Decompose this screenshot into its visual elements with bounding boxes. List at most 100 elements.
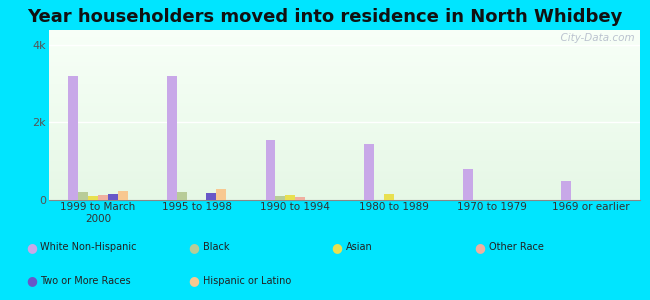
Bar bbox=[49, 50, 640, 52]
Text: ●: ● bbox=[188, 241, 200, 254]
Bar bbox=[49, 84, 640, 86]
Bar bbox=[49, 35, 640, 37]
Bar bbox=[49, 186, 640, 188]
Bar bbox=[49, 162, 640, 164]
Bar bbox=[49, 148, 640, 150]
Bar bbox=[49, 89, 640, 91]
Bar bbox=[49, 152, 640, 154]
Bar bbox=[49, 145, 640, 147]
Bar bbox=[285, 195, 295, 200]
Bar bbox=[49, 134, 640, 135]
Bar bbox=[364, 144, 374, 200]
Bar bbox=[463, 169, 473, 200]
Bar bbox=[49, 86, 640, 88]
Bar bbox=[49, 66, 640, 67]
Bar bbox=[49, 142, 640, 144]
Bar bbox=[49, 81, 640, 82]
Text: Hispanic or Latino: Hispanic or Latino bbox=[203, 275, 291, 286]
Bar bbox=[49, 125, 640, 127]
Bar bbox=[49, 52, 640, 54]
Bar bbox=[49, 184, 640, 186]
Bar bbox=[49, 47, 640, 49]
Bar bbox=[49, 135, 640, 137]
Bar bbox=[49, 56, 640, 57]
Bar bbox=[49, 155, 640, 157]
Text: Other Race: Other Race bbox=[489, 242, 543, 253]
Bar bbox=[49, 54, 640, 56]
Bar bbox=[49, 196, 640, 198]
Bar bbox=[49, 150, 640, 152]
Bar bbox=[49, 167, 640, 169]
Bar bbox=[49, 62, 640, 64]
Text: ●: ● bbox=[26, 274, 37, 287]
Bar bbox=[49, 108, 640, 110]
Bar bbox=[49, 194, 640, 196]
Bar bbox=[49, 32, 640, 33]
Bar bbox=[49, 147, 640, 148]
Bar bbox=[88, 196, 98, 200]
Bar bbox=[384, 194, 394, 200]
Bar bbox=[207, 193, 216, 200]
Bar bbox=[49, 174, 640, 176]
Bar bbox=[49, 82, 640, 84]
Bar bbox=[49, 182, 640, 184]
Text: Black: Black bbox=[203, 242, 229, 253]
Bar bbox=[216, 189, 226, 200]
Bar bbox=[49, 166, 640, 167]
Bar bbox=[49, 178, 640, 179]
Bar bbox=[276, 196, 285, 200]
Bar bbox=[49, 157, 640, 159]
Bar bbox=[49, 100, 640, 101]
Bar bbox=[68, 76, 79, 200]
Bar bbox=[562, 181, 571, 200]
Bar bbox=[49, 61, 640, 62]
Bar bbox=[49, 49, 640, 50]
Bar bbox=[49, 74, 640, 76]
Bar bbox=[49, 130, 640, 132]
Text: City-Data.com: City-Data.com bbox=[554, 33, 634, 43]
Bar bbox=[49, 159, 640, 161]
Bar bbox=[49, 33, 640, 35]
Bar bbox=[49, 193, 640, 194]
Bar bbox=[49, 189, 640, 191]
Bar bbox=[49, 67, 640, 69]
Bar bbox=[49, 128, 640, 130]
Bar bbox=[49, 181, 640, 182]
Bar bbox=[49, 154, 640, 155]
Bar bbox=[49, 171, 640, 172]
Bar bbox=[49, 188, 640, 189]
Text: Two or More Races: Two or More Races bbox=[40, 275, 131, 286]
Text: ●: ● bbox=[26, 241, 37, 254]
Bar bbox=[49, 98, 640, 100]
Bar bbox=[49, 64, 640, 66]
Bar bbox=[49, 172, 640, 174]
Bar bbox=[266, 140, 276, 200]
Bar bbox=[295, 197, 305, 200]
Text: Asian: Asian bbox=[346, 242, 372, 253]
Bar bbox=[98, 195, 108, 200]
Bar bbox=[49, 42, 640, 44]
Bar bbox=[49, 94, 640, 96]
Bar bbox=[49, 71, 640, 72]
Text: White Non-Hispanic: White Non-Hispanic bbox=[40, 242, 136, 253]
Bar bbox=[49, 137, 640, 139]
Bar bbox=[49, 103, 640, 105]
Bar bbox=[49, 122, 640, 123]
Bar bbox=[49, 72, 640, 74]
Bar bbox=[49, 110, 640, 111]
Bar bbox=[78, 192, 88, 200]
Text: ●: ● bbox=[188, 274, 200, 287]
Bar bbox=[49, 30, 640, 32]
Bar bbox=[49, 57, 640, 59]
Bar bbox=[118, 191, 127, 200]
Bar bbox=[49, 101, 640, 103]
Bar bbox=[49, 76, 640, 77]
Bar bbox=[49, 179, 640, 181]
Bar bbox=[49, 191, 640, 193]
Bar bbox=[49, 59, 640, 61]
Bar bbox=[49, 132, 640, 134]
Bar bbox=[177, 192, 187, 200]
Bar bbox=[49, 111, 640, 113]
Bar bbox=[49, 139, 640, 140]
Bar bbox=[49, 91, 640, 93]
